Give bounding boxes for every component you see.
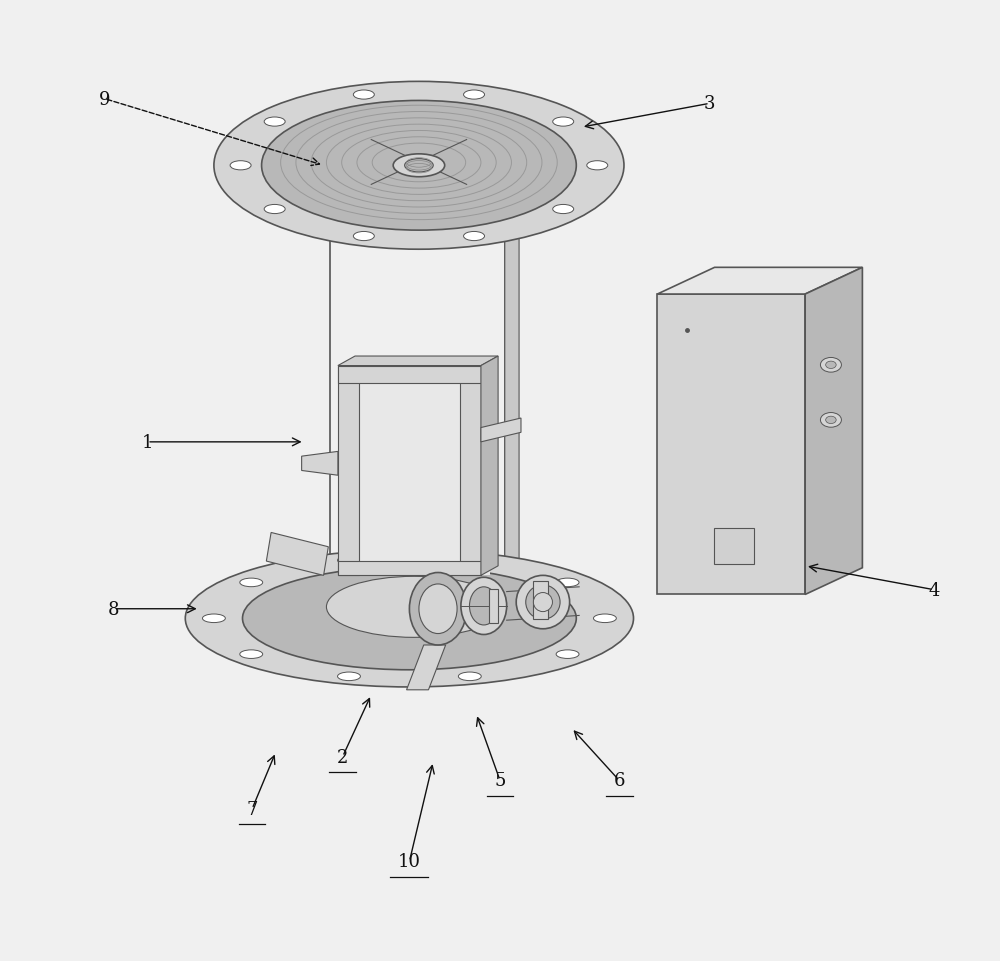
Polygon shape xyxy=(266,533,328,576)
Ellipse shape xyxy=(243,567,576,670)
Bar xyxy=(714,529,754,565)
Ellipse shape xyxy=(820,358,841,373)
Ellipse shape xyxy=(820,413,841,428)
Polygon shape xyxy=(805,268,862,595)
Text: 2: 2 xyxy=(337,748,348,766)
Polygon shape xyxy=(338,366,359,576)
Ellipse shape xyxy=(526,585,560,620)
Ellipse shape xyxy=(338,556,360,565)
Polygon shape xyxy=(338,366,490,576)
Text: 9: 9 xyxy=(98,90,110,109)
Ellipse shape xyxy=(458,673,481,681)
Ellipse shape xyxy=(185,550,634,687)
Ellipse shape xyxy=(405,160,433,173)
Ellipse shape xyxy=(469,587,498,626)
Ellipse shape xyxy=(419,584,457,634)
Ellipse shape xyxy=(230,161,251,171)
Polygon shape xyxy=(657,295,805,595)
Polygon shape xyxy=(407,646,446,690)
Ellipse shape xyxy=(533,593,552,612)
Ellipse shape xyxy=(326,577,502,638)
Ellipse shape xyxy=(353,233,374,241)
Ellipse shape xyxy=(556,579,579,587)
Ellipse shape xyxy=(409,573,467,646)
Ellipse shape xyxy=(262,101,576,231)
Text: 5: 5 xyxy=(494,772,506,790)
Ellipse shape xyxy=(353,91,374,100)
Text: 1: 1 xyxy=(141,433,153,452)
Polygon shape xyxy=(489,589,498,624)
Ellipse shape xyxy=(464,233,485,241)
Ellipse shape xyxy=(338,673,360,681)
Polygon shape xyxy=(481,357,498,576)
Polygon shape xyxy=(657,268,862,295)
Ellipse shape xyxy=(393,155,445,178)
Polygon shape xyxy=(460,366,481,576)
Polygon shape xyxy=(338,561,481,576)
Text: 10: 10 xyxy=(398,852,421,871)
Ellipse shape xyxy=(458,556,481,565)
Polygon shape xyxy=(481,419,521,442)
Ellipse shape xyxy=(593,614,616,623)
Text: 3: 3 xyxy=(704,95,716,113)
Ellipse shape xyxy=(240,579,263,587)
Polygon shape xyxy=(533,581,548,620)
Text: 4: 4 xyxy=(928,581,940,599)
Text: 6: 6 xyxy=(613,772,625,790)
Ellipse shape xyxy=(264,118,285,127)
Ellipse shape xyxy=(553,206,574,214)
Ellipse shape xyxy=(240,651,263,658)
Ellipse shape xyxy=(516,576,570,629)
Polygon shape xyxy=(338,357,498,366)
Text: 8: 8 xyxy=(108,600,120,618)
Polygon shape xyxy=(302,452,338,476)
Polygon shape xyxy=(338,366,481,383)
Ellipse shape xyxy=(556,651,579,658)
Ellipse shape xyxy=(264,206,285,214)
Ellipse shape xyxy=(461,578,507,635)
Ellipse shape xyxy=(202,614,225,623)
Ellipse shape xyxy=(826,361,836,369)
Ellipse shape xyxy=(553,118,574,127)
Ellipse shape xyxy=(464,91,485,100)
Ellipse shape xyxy=(587,161,608,171)
Polygon shape xyxy=(505,166,519,595)
Ellipse shape xyxy=(214,83,624,250)
Text: 7: 7 xyxy=(246,801,258,818)
Ellipse shape xyxy=(826,417,836,424)
